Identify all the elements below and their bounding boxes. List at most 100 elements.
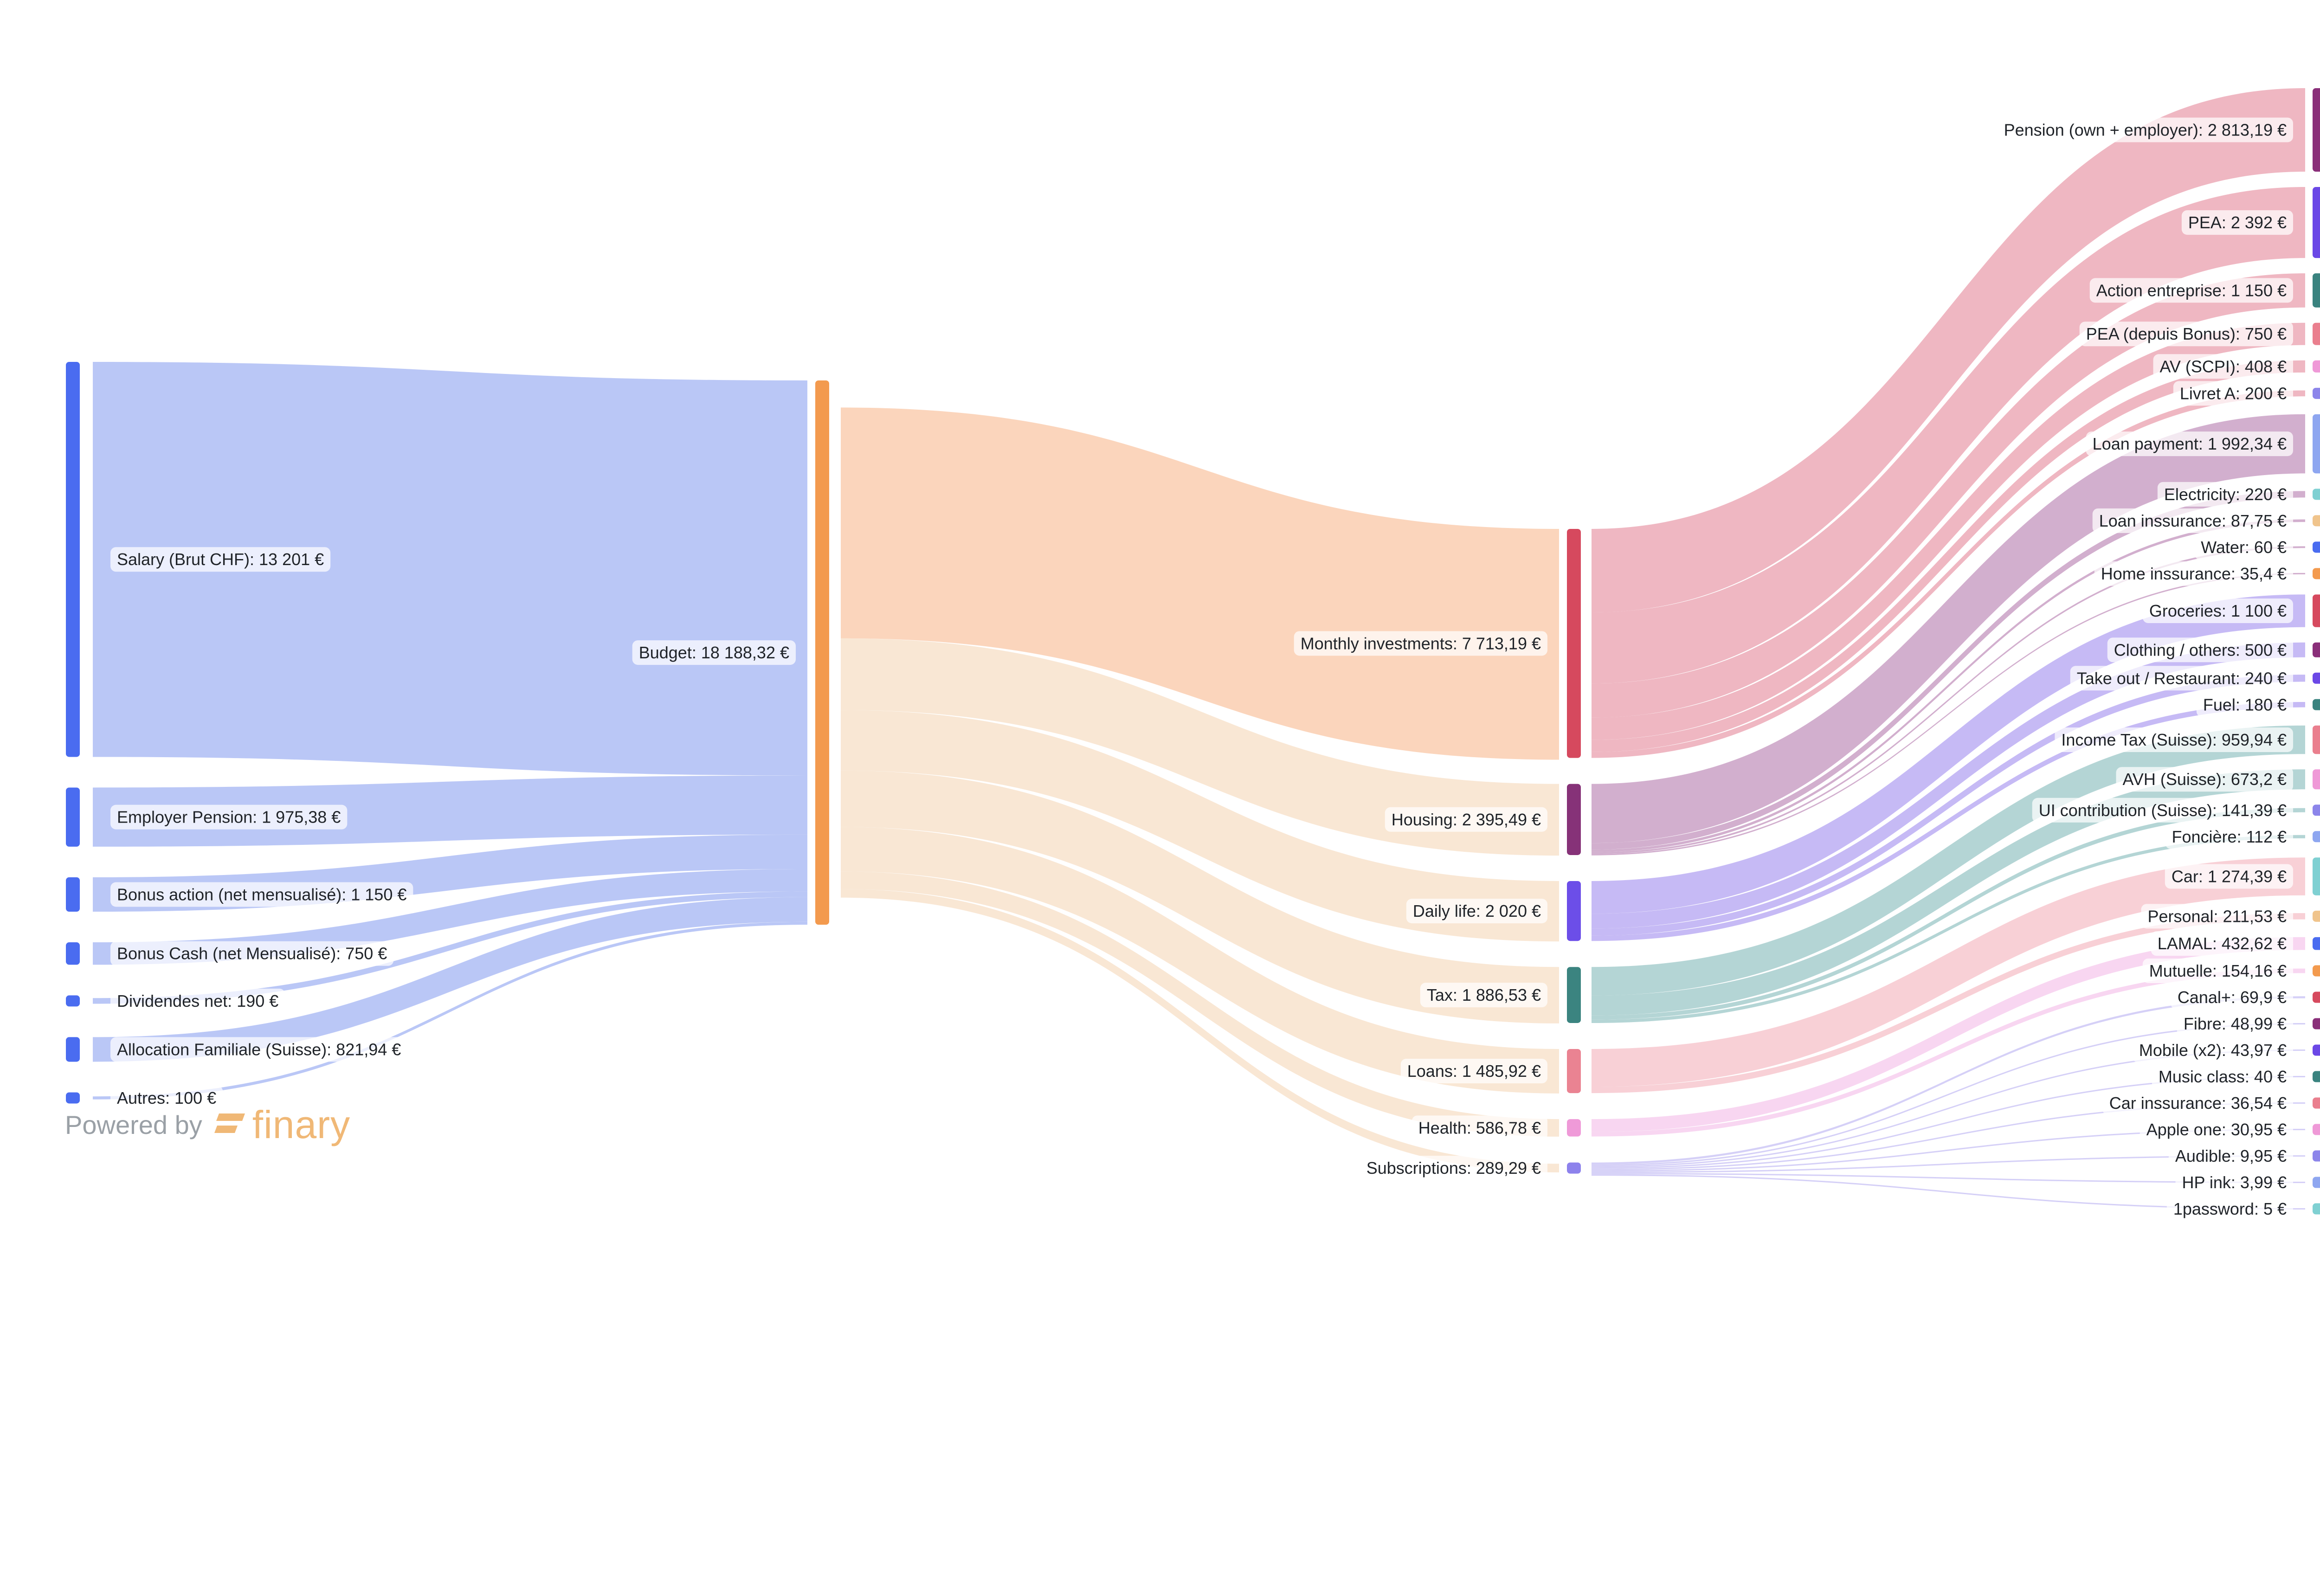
- node-livret_a[interactable]: [2313, 387, 2320, 399]
- node-bonus_cash[interactable]: [66, 942, 80, 965]
- node-fuel[interactable]: [2313, 699, 2320, 710]
- link-budget-to-housing[interactable]: [841, 638, 1559, 856]
- label-text-pension_own: Pension (own + employer): 2 813,19 €: [2004, 121, 2287, 140]
- label-text-car: Car: 1 274,39 €: [2172, 867, 2287, 886]
- node-personal[interactable]: [2313, 910, 2320, 922]
- node-bonus_action[interactable]: [66, 877, 80, 912]
- link-budget-to-loans[interactable]: [841, 827, 1559, 1094]
- link-subscriptions-to-hp_ink[interactable]: [1592, 1173, 2305, 1184]
- node-budget[interactable]: [815, 380, 829, 925]
- link-housing-to-water[interactable]: [1592, 546, 2305, 854]
- node-mobile[interactable]: [2313, 1044, 2320, 1056]
- node-loan_insurance[interactable]: [2313, 515, 2320, 527]
- label-av_scpi: AV (SCPI): 408 €: [2153, 354, 2293, 379]
- finary-brand[interactable]: finary: [214, 1102, 350, 1147]
- node-water[interactable]: [2313, 541, 2320, 553]
- link-allocation-to-budget[interactable]: [93, 897, 807, 1062]
- link-daily_life-to-groceries[interactable]: [1592, 594, 2305, 914]
- node-hp_ink[interactable]: [2313, 1177, 2320, 1188]
- node-pension_own[interactable]: [2313, 88, 2320, 172]
- label-pea_bonus: PEA (depuis Bonus): 750 €: [2079, 322, 2293, 347]
- link-autres-to-budget[interactable]: [93, 921, 807, 1100]
- node-salary[interactable]: [66, 362, 80, 757]
- node-loans[interactable]: [1567, 1049, 1581, 1094]
- node-pea_bonus[interactable]: [2313, 322, 2320, 345]
- link-monthly_investments-to-livret_a[interactable]: [1592, 390, 2305, 758]
- link-subscriptions-to-mobile[interactable]: [1592, 1049, 2305, 1168]
- node-health[interactable]: [1567, 1119, 1581, 1137]
- link-subscriptions-to-apple_one[interactable]: [1592, 1129, 2305, 1172]
- node-av_scpi[interactable]: [2313, 360, 2320, 373]
- node-music_class[interactable]: [2313, 1071, 2320, 1082]
- label-personal: Personal: 211,53 €: [2141, 904, 2293, 929]
- node-loan_payment[interactable]: [2313, 414, 2320, 474]
- node-groceries[interactable]: [2313, 594, 2320, 627]
- node-action_entreprise[interactable]: [2313, 273, 2320, 308]
- link-subscriptions-to-car_insurance[interactable]: [1592, 1102, 2305, 1171]
- node-onepassword[interactable]: [2313, 1203, 2320, 1215]
- link-budget-to-tax[interactable]: [841, 770, 1559, 1023]
- link-budget-to-monthly_investments[interactable]: [841, 407, 1559, 760]
- node-tax[interactable]: [1567, 967, 1581, 1023]
- link-monthly_investments-to-pea[interactable]: [1592, 187, 2305, 684]
- link-monthly_investments-to-pension_own[interactable]: [1592, 88, 2305, 613]
- link-subscriptions-to-onepassword[interactable]: [1592, 1174, 2305, 1210]
- link-tax-to-income_tax[interactable]: [1592, 725, 2305, 996]
- node-subscriptions[interactable]: [1567, 1162, 1581, 1174]
- node-clothing[interactable]: [2313, 642, 2320, 657]
- node-pea[interactable]: [2313, 187, 2320, 258]
- link-daily_life-to-takeout[interactable]: [1592, 675, 2305, 936]
- link-bonus_cash-to-budget[interactable]: [93, 869, 807, 965]
- node-audible[interactable]: [2313, 1150, 2320, 1162]
- link-budget-to-subscriptions[interactable]: [841, 889, 1559, 1172]
- node-lamal[interactable]: [2313, 937, 2320, 950]
- node-fibre[interactable]: [2313, 1018, 2320, 1030]
- node-home_insurance[interactable]: [2313, 568, 2320, 579]
- link-housing-to-electricity[interactable]: [1592, 491, 2305, 850]
- link-monthly_investments-to-pea_bonus[interactable]: [1592, 322, 2305, 740]
- link-subscriptions-to-audible[interactable]: [1592, 1155, 2305, 1173]
- node-ui_contribution[interactable]: [2313, 804, 2320, 816]
- link-housing-to-loan_payment[interactable]: [1592, 414, 2305, 843]
- link-health-to-mutuelle[interactable]: [1592, 968, 2305, 1137]
- node-car[interactable]: [2313, 857, 2320, 895]
- label-text-pea: PEA: 2 392 €: [2188, 213, 2287, 232]
- node-allocation[interactable]: [66, 1037, 80, 1062]
- node-electricity[interactable]: [2313, 489, 2320, 500]
- node-car_insurance[interactable]: [2313, 1097, 2320, 1109]
- link-monthly_investments-to-action_entreprise[interactable]: [1592, 273, 2305, 718]
- node-employer_pension[interactable]: [66, 787, 80, 847]
- link-housing-to-loan_insurance[interactable]: [1592, 519, 2305, 852]
- link-tax-to-avh[interactable]: [1592, 769, 2305, 1016]
- link-loans-to-car[interactable]: [1592, 857, 2305, 1087]
- link-dividendes-to-budget[interactable]: [93, 891, 807, 1004]
- node-fonciere[interactable]: [2313, 831, 2320, 843]
- link-housing-to-home_insurance[interactable]: [1592, 573, 2305, 856]
- link-subscriptions-to-fibre[interactable]: [1592, 1023, 2305, 1166]
- link-budget-to-health[interactable]: [841, 871, 1559, 1137]
- node-monthly_investments[interactable]: [1567, 529, 1581, 758]
- node-daily_life[interactable]: [1567, 881, 1581, 941]
- node-autres[interactable]: [66, 1092, 80, 1104]
- link-loans-to-personal[interactable]: [1592, 913, 2305, 1094]
- node-canal[interactable]: [2313, 991, 2320, 1003]
- node-dividendes[interactable]: [66, 995, 80, 1007]
- link-subscriptions-to-music_class[interactable]: [1592, 1076, 2305, 1169]
- link-budget-to-daily_life[interactable]: [841, 710, 1559, 942]
- link-daily_life-to-clothing[interactable]: [1592, 642, 2305, 929]
- link-tax-to-fonciere[interactable]: [1592, 835, 2305, 1023]
- node-housing[interactable]: [1567, 784, 1581, 855]
- link-monthly_investments-to-av_scpi[interactable]: [1592, 360, 2305, 752]
- node-apple_one[interactable]: [2313, 1124, 2320, 1135]
- node-mutuelle[interactable]: [2313, 965, 2320, 977]
- link-subscriptions-to-canal[interactable]: [1592, 996, 2305, 1165]
- node-avh[interactable]: [2313, 769, 2320, 790]
- label-text-ui_contribution: UI contribution (Suisse): 141,39 €: [2039, 801, 2287, 820]
- link-daily_life-to-fuel[interactable]: [1592, 701, 2305, 941]
- label-text-tax: Tax: 1 886,53 €: [1427, 985, 1541, 1004]
- link-tax-to-ui_contribution[interactable]: [1592, 808, 2305, 1020]
- node-takeout[interactable]: [2313, 672, 2320, 684]
- link-salary-to-budget[interactable]: [93, 362, 807, 776]
- link-health-to-lamal[interactable]: [1592, 937, 2305, 1132]
- node-income_tax[interactable]: [2313, 725, 2320, 754]
